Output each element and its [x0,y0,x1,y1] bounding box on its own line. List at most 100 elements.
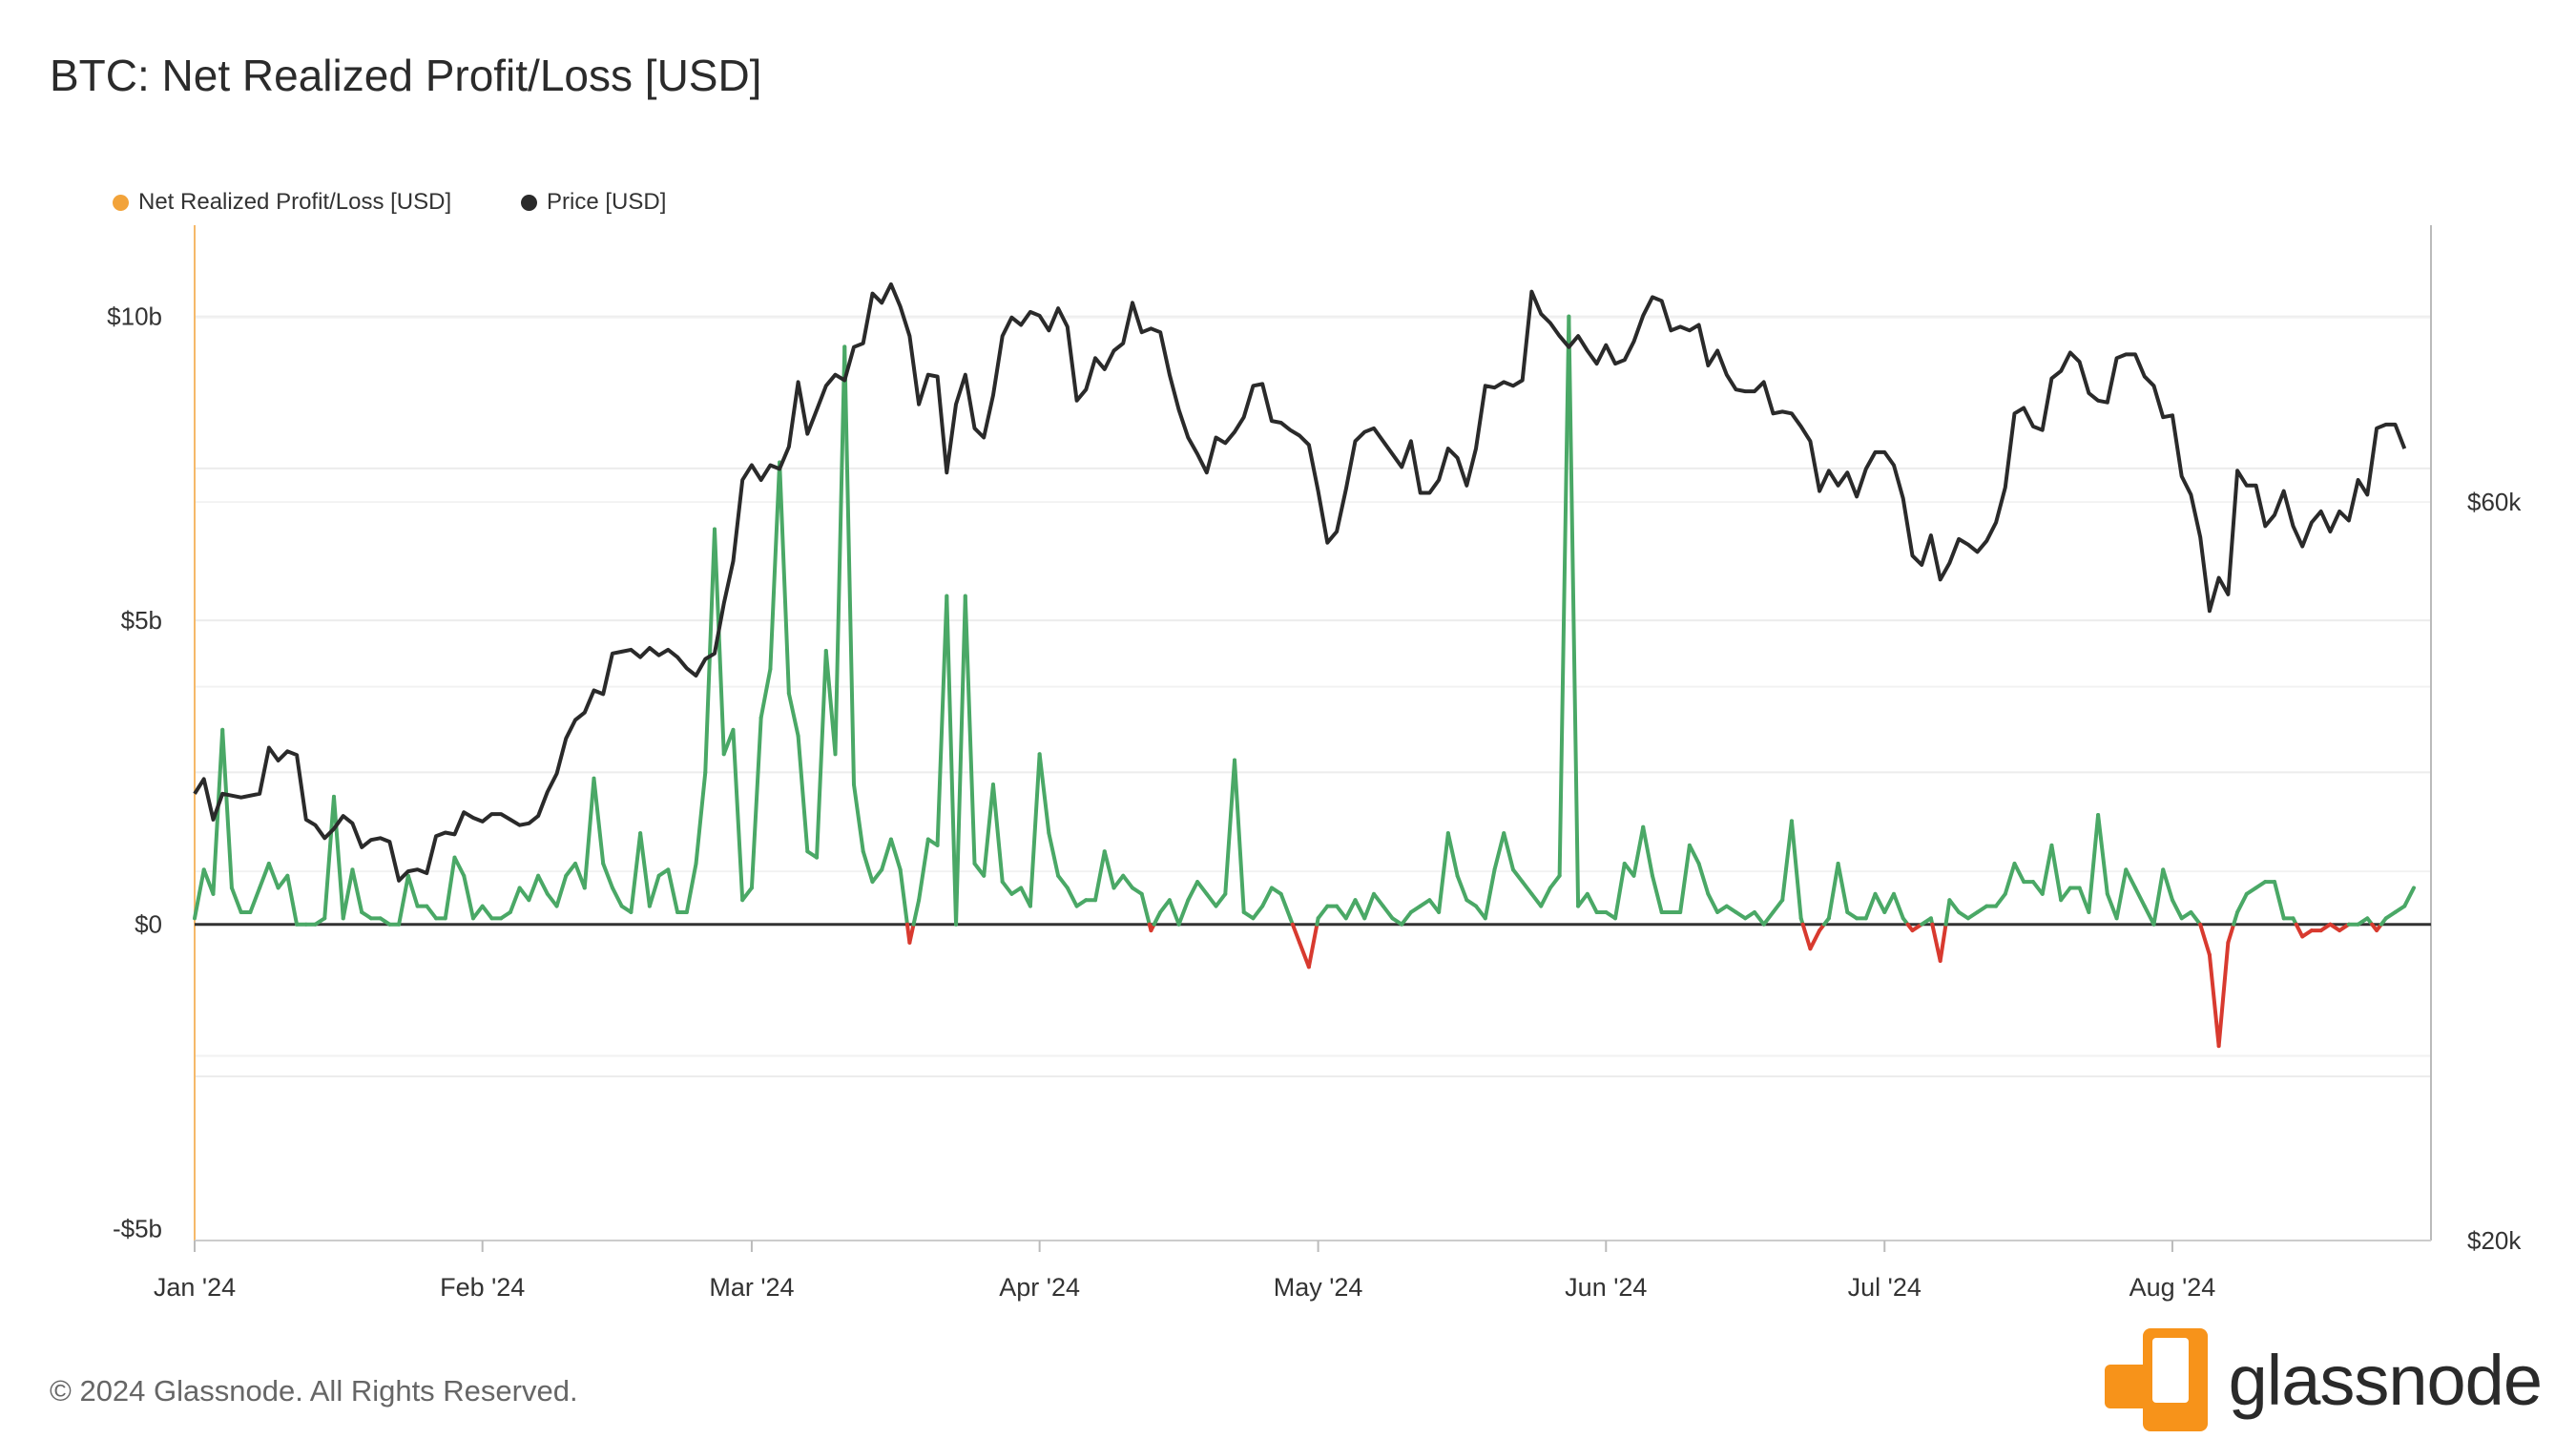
nrpl-segment-profit [517,886,531,903]
x-tick-label: Apr '24 [999,1273,1080,1302]
x-tick-label: May '24 [1274,1273,1363,1302]
nrpl-segment-profit [731,727,745,903]
x-tick-label: Jan '24 [154,1273,236,1302]
nrpl-segment-profit [2273,880,2286,921]
nrpl-segment-profit [870,867,884,885]
x-tick-label: Aug '24 [2129,1273,2216,1302]
nrpl-segment-profit [1335,904,1348,921]
nrpl-segment-profit [629,831,643,914]
nrpl-segment-loss [1930,922,1942,963]
nrpl-segment-profit [1037,752,1051,836]
nrpl-segment-loss [1938,922,1948,963]
nrpl-segment-profit [888,837,903,872]
nrpl-segment-profit [1316,904,1330,921]
nrpl-segment-profit [1557,314,1571,878]
nrpl-segment-profit [2151,867,2166,927]
nrpl-segment-profit [1567,314,1581,908]
nrpl-segment-profit [2049,843,2064,903]
nrpl-segment-loss [1800,922,1813,951]
nrpl-segment-profit [1891,891,1905,921]
glassnode-logo-mark [2104,1328,2208,1431]
nrpl-segment-profit [1492,831,1506,872]
nrpl-segment-profit [880,837,893,872]
nrpl-segment-profit [1696,861,1711,896]
nrpl-segment-profit [1065,886,1079,908]
left-y-axis: $10b $5b $0 -$5b [107,302,162,1243]
nrpl-segment-profit [610,886,624,908]
nrpl-segment-profit [982,782,995,878]
nrpl-segment-loss [1808,928,1822,951]
nrpl-segment-loss [907,922,916,945]
nrpl-segment-profit [220,727,234,890]
nrpl-segment-profit [1139,891,1152,927]
nrpl-segment-profit [1176,898,1191,927]
nrpl-segment-profit [2040,843,2054,896]
nrpl-segment-loss [2226,922,2236,945]
nrpl-segment-profit [1204,891,1218,908]
nrpl-segment-profit [833,344,847,757]
nrpl-segment-profit [1706,891,1720,914]
nrpl-segment-profit [954,594,967,927]
nrpl-segment-profit [963,594,977,865]
nrpl-segment-profit [2124,867,2138,890]
nrpl-segment-profit [1121,873,1134,890]
nrpl-segment-profit [2003,861,2017,896]
nrpl-segment-profit [1214,891,1228,908]
nrpl-segment-loss [1298,940,1311,970]
nrpl-segment-profit [331,794,345,921]
nrpl-segment-loss [2207,952,2221,1049]
nrpl-segment-profit [842,344,856,787]
nrpl-segment-profit [480,904,494,921]
legend-item-price[interactable]: Price [USD] [521,189,666,216]
nrpl-segment-profit [1947,898,1962,914]
nrpl-segment-profit [1056,873,1070,890]
left-y-tick-label: -$5b [113,1214,162,1242]
nrpl-segment-profit [2402,886,2416,908]
x-tick-label: Mar '24 [709,1273,794,1302]
legend-item-nrpl[interactable]: Net Realized Profit/Loss [USD] [113,189,451,216]
nrpl-segment-loss [1290,922,1302,945]
copyright-text: © 2024 Glassnode. All Rights Reserved. [50,1374,578,1408]
nrpl-segment-profit [1836,861,1850,914]
nrpl-segment-profit [258,861,271,890]
nrpl-segment-profit [1650,873,1664,914]
nrpl-segment-profit [1437,831,1450,914]
nrpl-segment-profit [1167,898,1181,927]
nrpl-segment-profit [861,849,875,885]
nrpl-segment-profit [703,527,717,775]
nrpl-segment-profit [1771,898,1785,914]
x-axis-ticks: Jan '24 Feb '24 Mar '24 Apr '24 May '24 Jun '… [154,1241,2215,1302]
nrpl-segment-profit [1539,886,1552,908]
nrpl-segment-profit [1343,898,1358,921]
nrpl-segment-profit [694,770,708,865]
glassnode-logo: glassnode [2104,1328,2543,1431]
nrpl-segment-profit [2161,867,2174,903]
nrpl-segment-profit [554,873,569,908]
nrpl-segment-profit [2087,813,2101,914]
nrpl-segment-profit [527,873,541,903]
nrpl-segment-profit [1761,909,1776,927]
nrpl-segment-profit [2189,909,2203,927]
nrpl-segment-profit [1093,849,1107,903]
nrpl-segment-profit [2096,813,2109,896]
x-tick-label: Jul '24 [1848,1273,1922,1302]
nrpl-segment-profit [229,886,243,914]
nrpl-segment-profit [990,782,1005,885]
nrpl-segment-profit [1455,873,1469,903]
nrpl-segment-loss [1306,922,1319,970]
nrpl-segment-profit [1102,849,1116,890]
nrpl-segment-profit [508,886,522,914]
nrpl-segment-profit [796,734,810,854]
nrpl-segment-profit [350,867,364,914]
nrpl-segment-profit [285,873,300,927]
nrpl-segment-profit [666,867,680,914]
nrpl-segment-profit [1641,824,1654,878]
nrpl-segment-profit [1381,904,1395,921]
grid-lines [195,315,2431,1077]
left-y-tick-label: $5b [121,606,162,635]
nrpl-segment-profit [1158,898,1172,914]
nrpl-segment-profit [545,891,559,908]
nrpl-segment-profit [851,782,865,854]
x-tick-label: Jun '24 [1565,1273,1647,1302]
nrpl-segment-profit [425,904,439,921]
